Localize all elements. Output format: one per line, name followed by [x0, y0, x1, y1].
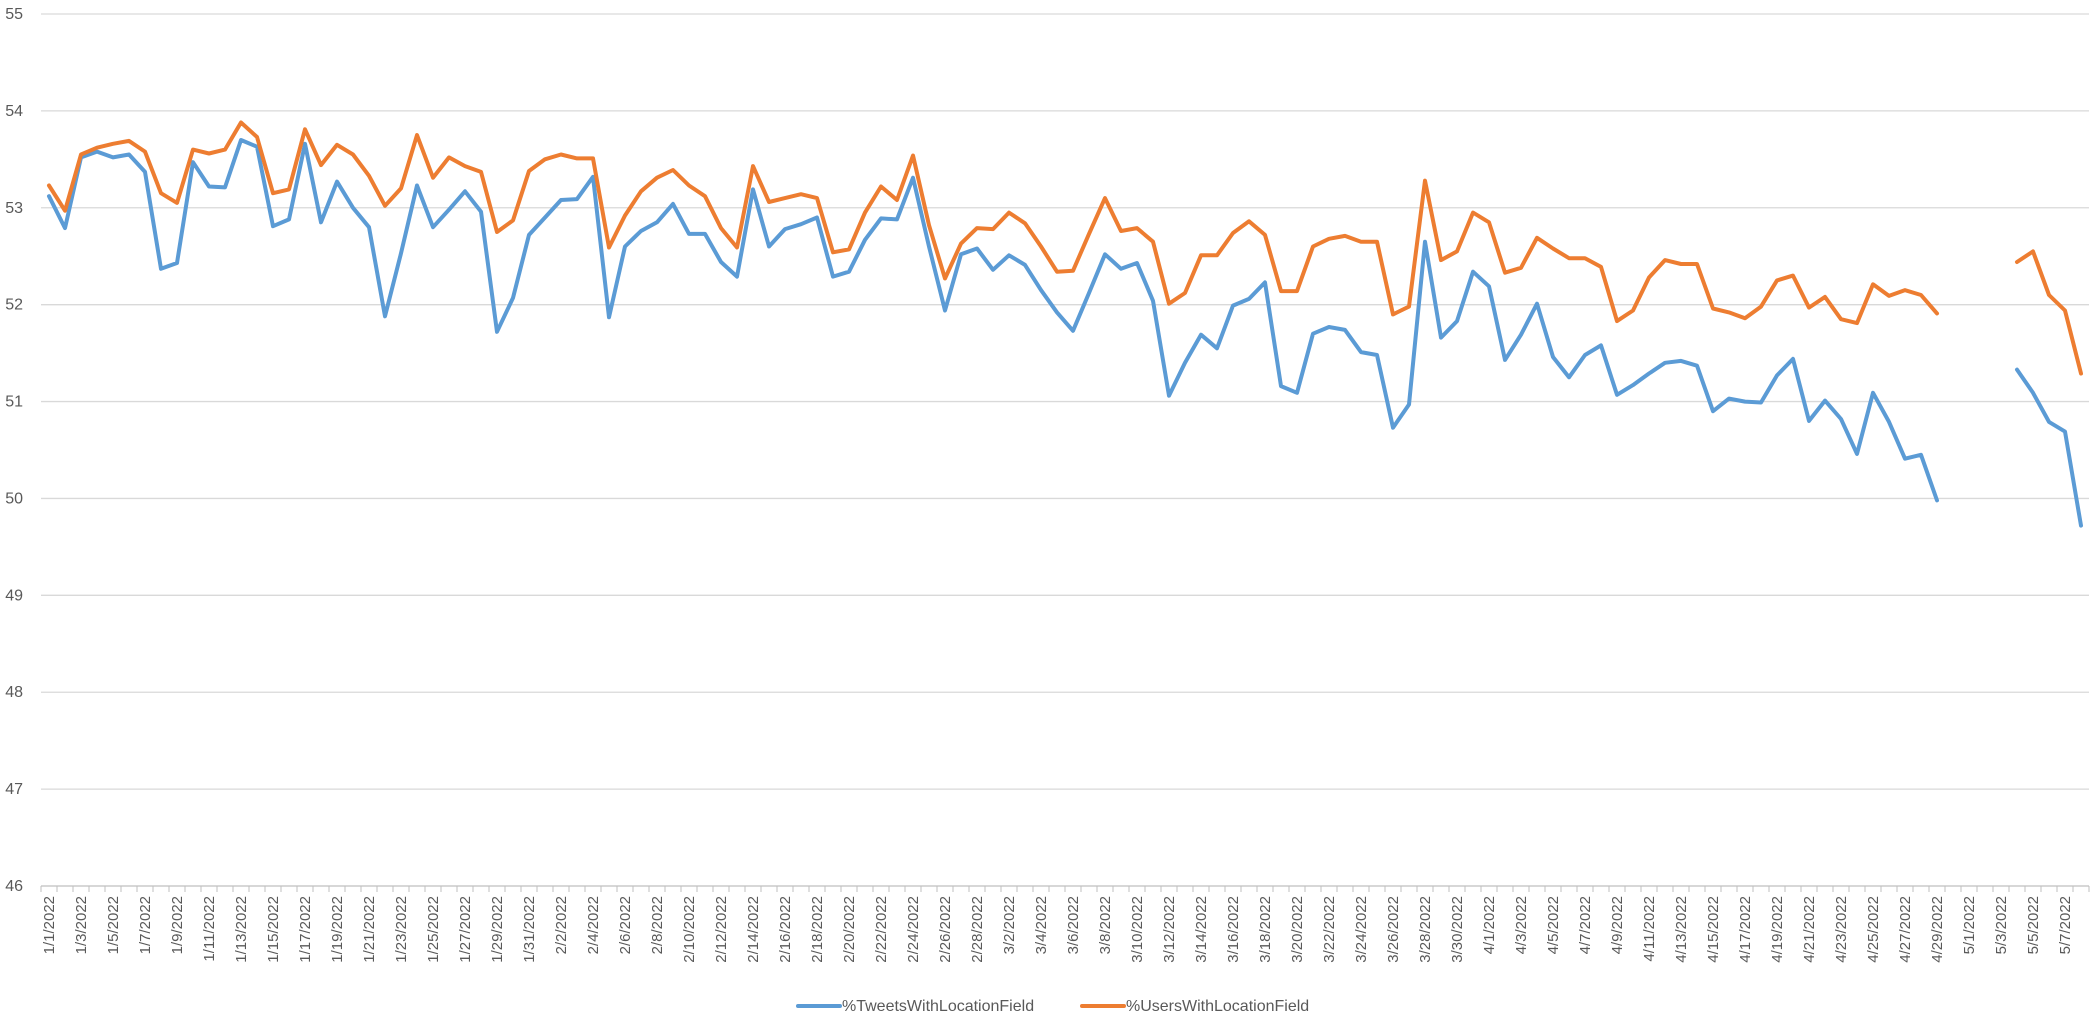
x-tick-label: 1/13/2022 [233, 896, 250, 963]
x-tick-label: 5/3/2022 [1993, 896, 2010, 954]
series-line [47, 138, 1939, 503]
x-tick-label: 1/5/2022 [105, 896, 122, 954]
x-tick-label: 3/24/2022 [1353, 896, 1370, 963]
series-line [47, 120, 1939, 326]
x-tick-label: 2/12/2022 [713, 896, 730, 963]
x-tick-label: 1/9/2022 [169, 896, 186, 954]
x-tick-label: 3/2/2022 [1001, 896, 1018, 954]
series-lines [47, 120, 2083, 528]
y-tick-label: 53 [5, 200, 23, 217]
x-tick-label: 1/21/2022 [361, 896, 378, 963]
legend-label: %UsersWithLocationField [1126, 998, 1309, 1015]
x-tick-label: 2/16/2022 [777, 896, 794, 963]
x-tick-label: 1/1/2022 [41, 896, 58, 954]
series-line [2015, 249, 2083, 376]
x-tick-label: 3/12/2022 [1161, 896, 1178, 963]
x-tick-label: 2/22/2022 [873, 896, 890, 963]
gridlines [41, 13, 2089, 790]
x-tick-label: 2/24/2022 [905, 896, 922, 963]
x-tick-label: 4/29/2022 [1929, 896, 1946, 963]
x-tick-label: 4/19/2022 [1769, 896, 1786, 963]
y-tick-label: 52 [5, 297, 23, 314]
x-tick-label: 2/18/2022 [809, 896, 826, 963]
x-tick-label: 1/3/2022 [73, 896, 90, 954]
y-tick-label: 51 [5, 394, 23, 411]
x-tick-label: 3/16/2022 [1225, 896, 1242, 963]
x-tick-label: 4/25/2022 [1865, 896, 1882, 963]
x-tick-label: 4/21/2022 [1801, 896, 1818, 963]
x-tick-label: 1/15/2022 [265, 896, 282, 963]
x-axis [40, 885, 2090, 892]
x-tick-label: 3/20/2022 [1289, 896, 1306, 963]
x-tick-label: 1/11/2022 [201, 896, 218, 962]
x-tick-label: 1/29/2022 [489, 896, 506, 963]
x-tick-label: 3/14/2022 [1193, 896, 1210, 963]
x-tick-label: 1/23/2022 [393, 896, 410, 963]
y-tick-label: 48 [5, 684, 23, 701]
x-tick-label: 2/4/2022 [585, 896, 602, 954]
legend-label: %TweetsWithLocationField [842, 998, 1034, 1015]
legend: %TweetsWithLocationField %UsersWithLocati… [796, 998, 1309, 1015]
x-tick-label: 3/8/2022 [1097, 896, 1114, 954]
x-tick-label: 4/13/2022 [1673, 896, 1690, 963]
x-tick-label: 2/8/2022 [649, 896, 666, 954]
x-tick-label: 3/22/2022 [1321, 896, 1338, 963]
legend-item: %TweetsWithLocationField [796, 998, 1034, 1015]
x-tick-label: 1/19/2022 [329, 896, 346, 963]
x-tick-label: 3/4/2022 [1033, 896, 1050, 954]
x-tick-label: 3/18/2022 [1257, 896, 1274, 963]
y-tick-label: 55 [5, 6, 23, 23]
x-tick-label: 1/25/2022 [425, 896, 442, 963]
x-tick-label: 4/27/2022 [1897, 896, 1914, 963]
x-tick-label: 3/10/2022 [1129, 896, 1146, 963]
x-tick-label: 4/23/2022 [1833, 896, 1850, 963]
x-tick-label: 4/7/2022 [1577, 896, 1594, 954]
y-axis-tick-labels: 46 47 48 49 50 51 52 53 54 55 [5, 6, 23, 895]
x-tick-label: 3/30/2022 [1449, 896, 1466, 963]
x-tick-label: 5/5/2022 [2025, 896, 2042, 954]
x-tick-label: 1/31/2022 [521, 896, 538, 963]
x-tick-label: 4/9/2022 [1609, 896, 1626, 954]
x-tick-label: 2/14/2022 [745, 896, 762, 963]
series-tweetswithlocationfield [47, 138, 2083, 528]
y-tick-label: 46 [5, 878, 23, 895]
y-tick-label: 54 [5, 103, 23, 120]
x-tick-label: 4/17/2022 [1737, 896, 1754, 963]
y-tick-label: 47 [5, 781, 23, 798]
x-tick-label: 1/7/2022 [137, 896, 154, 954]
x-tick-label: 1/17/2022 [297, 896, 314, 963]
x-tick-label: 3/28/2022 [1417, 896, 1434, 963]
y-tick-label: 50 [5, 490, 23, 507]
y-tick-label: 49 [5, 587, 23, 604]
x-tick-label: 2/20/2022 [841, 896, 858, 963]
x-tick-label: 4/5/2022 [1545, 896, 1562, 954]
x-tick-label: 4/1/2022 [1481, 896, 1498, 954]
legend-item: %UsersWithLocationField [1080, 998, 1309, 1015]
x-tick-label: 1/27/2022 [457, 896, 474, 963]
x-tick-label: 5/7/2022 [2057, 896, 2074, 954]
x-tick-label: 2/2/2022 [553, 896, 570, 954]
x-tick-label: 2/6/2022 [617, 896, 634, 954]
x-tick-label: 5/1/2022 [1961, 896, 1978, 954]
x-axis-tick-labels: 1/1/2022 1/3/2022 1/5/2022 1/7/2022 1/9/2022… [41, 896, 2074, 963]
series-userswithlocationfield [47, 120, 2083, 376]
x-tick-label: 4/11/2022 [1641, 896, 1658, 962]
x-tick-label: 2/28/2022 [969, 896, 986, 963]
x-tick-label: 4/15/2022 [1705, 896, 1722, 963]
x-tick-label: 3/6/2022 [1065, 896, 1082, 954]
x-tick-label: 2/10/2022 [681, 896, 698, 963]
x-tick-label: 4/3/2022 [1513, 896, 1530, 954]
x-tick-label: 2/26/2022 [937, 896, 954, 963]
x-tick-label: 3/26/2022 [1385, 896, 1402, 963]
series-line [2015, 367, 2083, 528]
